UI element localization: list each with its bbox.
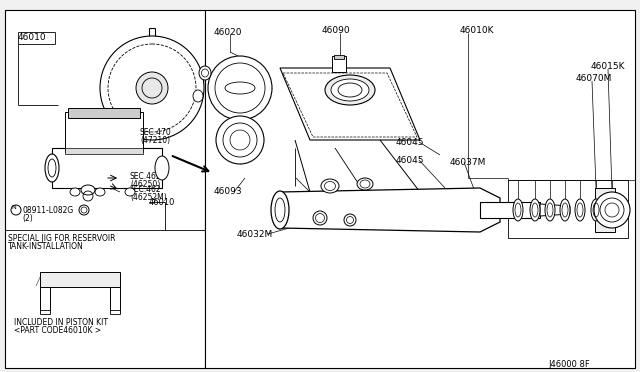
Ellipse shape — [325, 75, 375, 105]
Ellipse shape — [545, 199, 555, 221]
Text: INCLUDED IN PISTON KIT: INCLUDED IN PISTON KIT — [14, 318, 108, 327]
Bar — [40, 310, 50, 314]
Ellipse shape — [513, 199, 523, 221]
Text: 08911-L082G: 08911-L082G — [22, 206, 73, 215]
Ellipse shape — [45, 154, 59, 182]
Text: SEC.462: SEC.462 — [130, 185, 162, 194]
Circle shape — [100, 36, 204, 140]
Bar — [40, 272, 120, 287]
Circle shape — [216, 116, 264, 164]
Text: 46010: 46010 — [149, 198, 175, 207]
Text: SEC.462: SEC.462 — [130, 172, 162, 181]
Text: 46045: 46045 — [396, 138, 424, 147]
Ellipse shape — [530, 199, 540, 221]
Ellipse shape — [81, 185, 95, 195]
Bar — [68, 108, 140, 118]
Bar — [480, 202, 540, 218]
Bar — [334, 55, 344, 59]
Circle shape — [594, 192, 630, 228]
Ellipse shape — [321, 179, 339, 193]
Bar — [65, 112, 143, 152]
Text: 46010K: 46010K — [460, 26, 495, 35]
Ellipse shape — [70, 188, 80, 196]
Bar — [40, 287, 50, 312]
Text: 46093: 46093 — [214, 187, 243, 196]
Ellipse shape — [313, 211, 327, 225]
Text: N: N — [12, 205, 17, 209]
Ellipse shape — [344, 214, 356, 226]
Polygon shape — [540, 204, 570, 216]
Polygon shape — [280, 188, 500, 232]
Text: SEC.470: SEC.470 — [140, 128, 172, 137]
Ellipse shape — [193, 90, 203, 102]
Ellipse shape — [271, 191, 289, 229]
Text: <PART CODE46010K >: <PART CODE46010K > — [14, 326, 101, 335]
Bar — [5, 10, 205, 368]
Text: SPECIAL JIG FOR RESERVOIR: SPECIAL JIG FOR RESERVOIR — [8, 234, 115, 243]
Circle shape — [208, 56, 272, 120]
Bar — [52, 148, 162, 188]
Text: (2): (2) — [22, 214, 33, 223]
Text: 46020: 46020 — [214, 28, 243, 37]
Ellipse shape — [560, 199, 570, 221]
Text: J46000 8F: J46000 8F — [548, 360, 589, 369]
Bar — [595, 188, 615, 232]
Ellipse shape — [575, 199, 585, 221]
Text: 46032M: 46032M — [237, 230, 273, 239]
Bar — [110, 287, 120, 312]
Text: 46015K: 46015K — [591, 62, 625, 71]
Ellipse shape — [199, 66, 211, 80]
Bar — [205, 10, 635, 368]
Ellipse shape — [357, 178, 373, 190]
Text: 46090: 46090 — [322, 26, 351, 35]
Text: (47210): (47210) — [140, 136, 170, 145]
Text: 46037M: 46037M — [450, 158, 486, 167]
Polygon shape — [280, 68, 420, 140]
Bar — [110, 310, 120, 314]
Bar — [332, 56, 346, 72]
Text: 46010: 46010 — [18, 33, 47, 42]
Text: (46252M): (46252M) — [130, 193, 167, 202]
Bar — [508, 180, 628, 238]
Ellipse shape — [125, 188, 135, 196]
Ellipse shape — [591, 199, 601, 221]
Text: 46045: 46045 — [396, 156, 424, 165]
Bar — [65, 148, 143, 154]
Ellipse shape — [155, 156, 169, 180]
Ellipse shape — [95, 188, 105, 196]
Text: (46250): (46250) — [130, 180, 160, 189]
Ellipse shape — [331, 79, 369, 101]
Text: 46070M: 46070M — [576, 74, 612, 83]
Circle shape — [136, 72, 168, 104]
Text: TANK-INSTALLATION: TANK-INSTALLATION — [8, 242, 84, 251]
